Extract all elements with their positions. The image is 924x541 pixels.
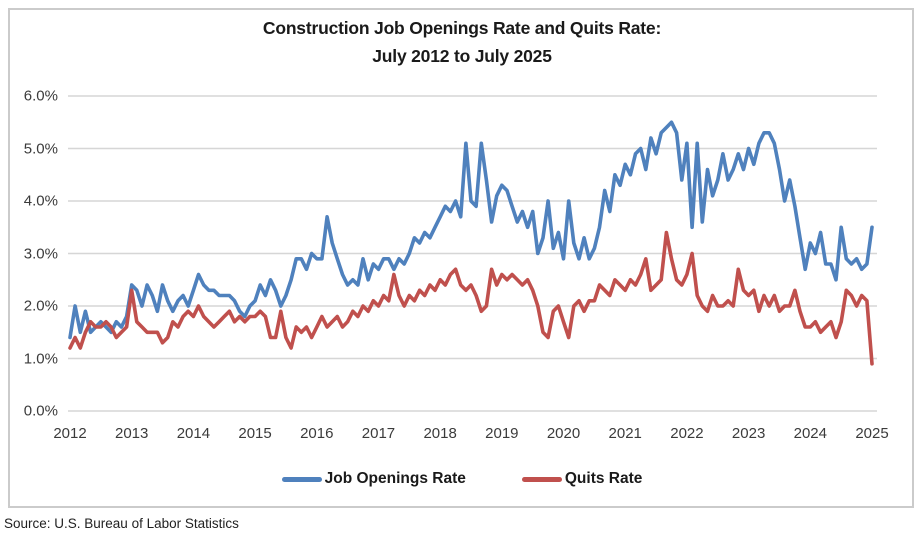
x-axis-tick-label: 2015 bbox=[238, 425, 272, 442]
job-openings-legend-label: Job Openings Rate bbox=[324, 470, 466, 487]
x-axis-tick-label: 2017 bbox=[361, 425, 396, 442]
x-axis-tick-label: 2019 bbox=[485, 425, 519, 442]
quits-legend-swatch bbox=[521, 476, 562, 482]
y-axis-tick-label: 5.0% bbox=[23, 140, 58, 157]
x-axis-tick-label: 2018 bbox=[423, 425, 457, 442]
x-axis-tick-label: 2013 bbox=[115, 425, 149, 442]
x-axis-tick-label: 2022 bbox=[670, 425, 704, 442]
y-axis-tick-label: 0.0% bbox=[23, 402, 58, 420]
x-axis-tick-label: 2025 bbox=[855, 425, 889, 442]
legend: Job Openings Rate Quits Rate bbox=[0, 470, 924, 488]
x-axis-tick-label: 2021 bbox=[608, 425, 642, 442]
y-axis-tick-label: 6.0% bbox=[23, 87, 58, 105]
chart-title: Construction Job Openings Rate and Quits… bbox=[0, 14, 924, 70]
x-axis-tick-label: 2020 bbox=[546, 425, 581, 442]
chart-title-line2: July 2012 to July 2025 bbox=[372, 46, 552, 66]
source-note: Source: U.S. Bureau of Labor Statistics bbox=[4, 516, 239, 531]
y-axis-tick-label: 4.0% bbox=[23, 192, 58, 210]
quits-legend-label: Quits Rate bbox=[564, 470, 643, 487]
chart-title-line1: Construction Job Openings Rate and Quits… bbox=[262, 18, 662, 38]
legend-item-quits: Quits Rate bbox=[521, 470, 643, 488]
y-axis-tick-label: 3.0% bbox=[23, 245, 58, 262]
job-openings-rate-line bbox=[68, 120, 874, 340]
x-axis-tick-label: 2016 bbox=[300, 425, 334, 442]
job-openings-legend-swatch bbox=[281, 476, 322, 482]
y-axis-tick-label: 2.0% bbox=[23, 297, 58, 315]
gridlines bbox=[68, 95, 877, 412]
figure-border bbox=[8, 8, 914, 508]
y-axis-tick-label: 1.0% bbox=[23, 350, 58, 367]
x-axis-tick-label: 2014 bbox=[176, 425, 211, 442]
quits-rate-line bbox=[68, 230, 874, 366]
legend-item-job-openings: Job Openings Rate bbox=[281, 470, 466, 488]
x-axis-tick-label: 2023 bbox=[731, 425, 766, 442]
x-axis-tick-label: 2024 bbox=[793, 425, 827, 442]
x-axis-tick-label: 2012 bbox=[53, 425, 87, 442]
